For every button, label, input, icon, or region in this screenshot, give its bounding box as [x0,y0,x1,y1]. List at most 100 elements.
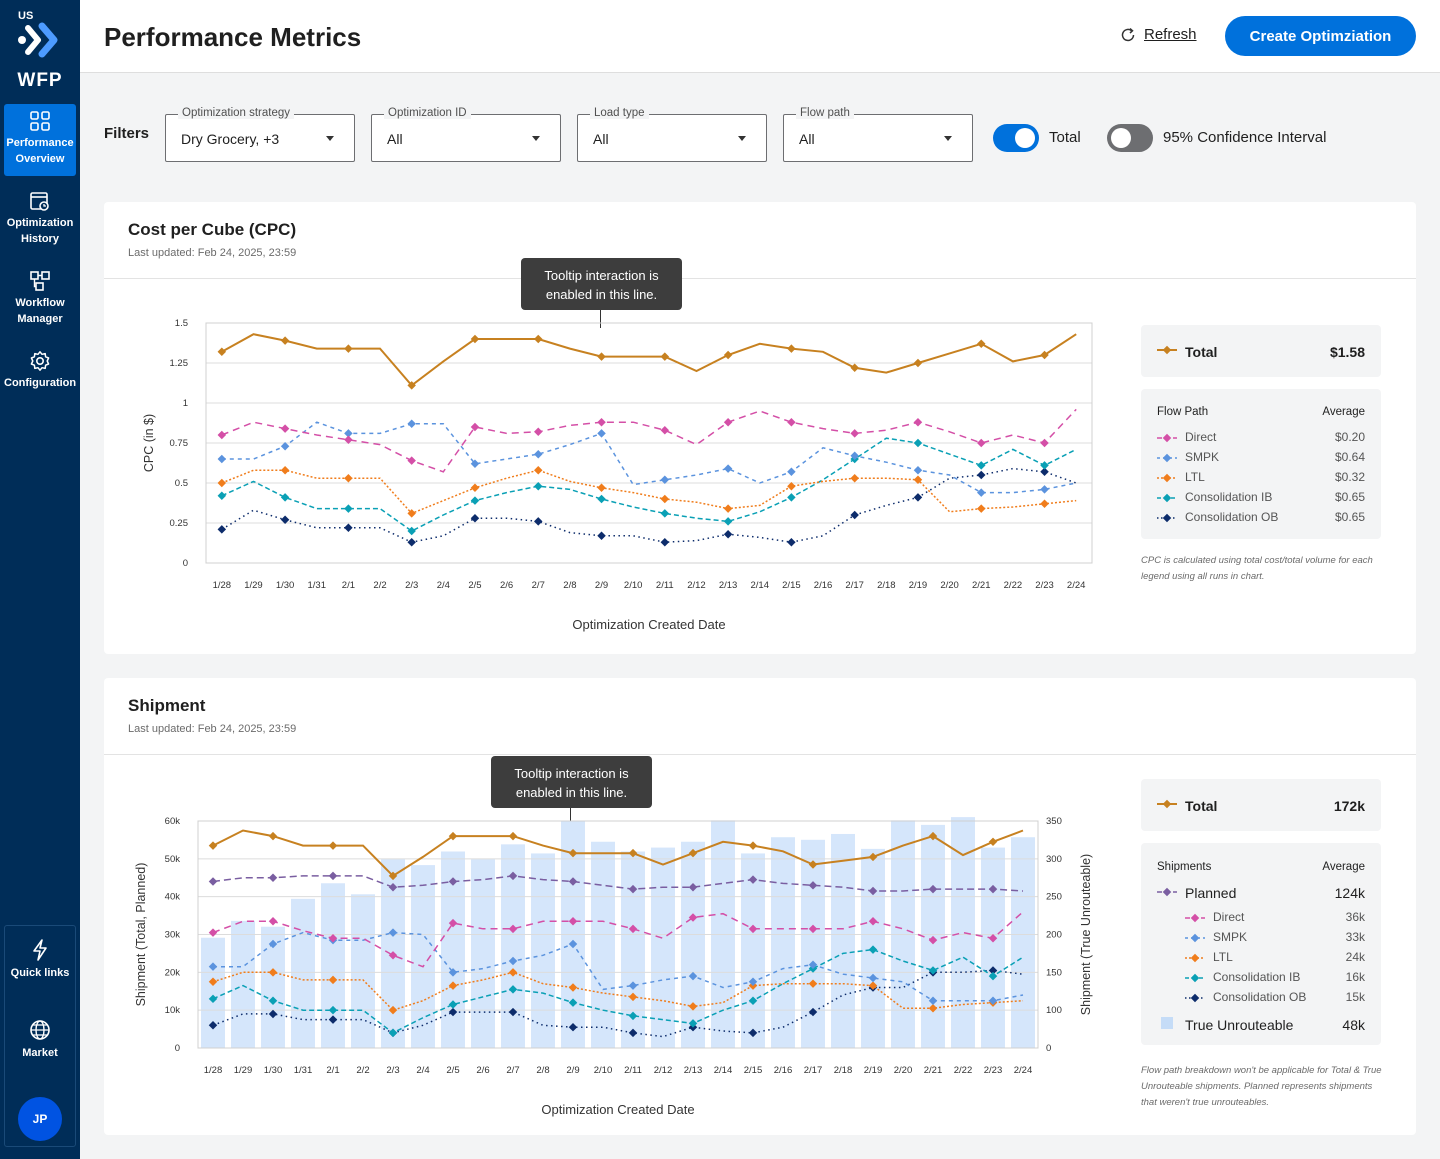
y2-tick-label: 200 [1046,930,1062,941]
data-point-cib [470,496,480,505]
data-point-cob [1040,467,1049,477]
nav-configuration[interactable]: Configuration [4,344,76,416]
x-tick-label: 2/15 [744,1065,763,1076]
legend-row-value: 24k [1345,950,1365,964]
legend-row-value: $0.32 [1334,470,1365,484]
legend-row-value: 15k [1345,990,1365,1004]
nav-quick-links[interactable]: Quick links [4,932,76,1004]
x-tick-label: 2/9 [566,1065,579,1076]
data-point-total [217,347,227,357]
data-point-cob [850,510,859,520]
data-point-total [597,352,606,361]
create-optimization-button[interactable]: Create Optimziation [1225,16,1416,56]
data-point-smpk [470,459,480,469]
data-point-total [508,831,518,841]
data-point-ltl [597,483,606,493]
refresh-link[interactable]: Refresh [1120,26,1197,43]
legend-row-value: $0.65 [1334,510,1365,524]
nav-optimization-history[interactable]: Optimization History [4,184,76,256]
shipment-chart[interactable]: 0 10k 20k 30k 40k 50k 60k 0 100 150 200 250 300 350 1/… [104,678,1134,1135]
legend-average-label: Average [1322,406,1365,418]
user-avatar[interactable]: JP [18,1097,62,1141]
flow-path-select[interactable]: Flow path All [783,107,973,162]
shipment-total-legend[interactable]: Total 172k [1141,779,1381,831]
data-point-direct [850,429,859,438]
shipment-note: Flow path breakdown won't be applicable … [1141,1065,1382,1108]
nav-market[interactable]: Market [4,1012,76,1084]
toggle-knob [1015,128,1035,148]
data-point-cob [508,1007,518,1017]
nav-workflow-manager[interactable]: Workflow Manager [4,264,76,336]
shipment-card: Shipment Last updated: Feb 24, 2025, 23:… [104,678,1416,1135]
nav-performance-overview[interactable]: Performance Overview [4,104,76,176]
y-tick-label: 0.25 [170,518,189,529]
data-point-cib [217,491,227,501]
y-tick-label: 1.5 [175,318,188,329]
x-tick-label: 2/4 [437,580,450,591]
legend-row-label: Consolidation OB [1185,510,1279,524]
data-point-planned [328,871,338,881]
cpc-total-legend[interactable]: Total $1.58 [1141,325,1381,377]
data-point-total [208,841,218,850]
optimization-id-select[interactable]: Optimization ID All [371,107,561,162]
ltl-line-icon [1157,473,1177,483]
series-smpk [208,928,1024,1005]
y2-tick-label: 300 [1046,854,1062,865]
data-point-direct [688,913,698,922]
legend-row-label: Consolidation IB [1185,490,1273,504]
series-cob [208,966,1024,1038]
data-point-total [280,336,290,345]
card-title: Cost per Cube (CPC) [128,220,297,239]
data-point-ltl [808,979,818,988]
y2-tick-label: 100 [1046,1005,1062,1016]
data-point-ltl [913,475,923,485]
data-point-cib [723,517,733,526]
data-point-ltl [688,1002,698,1011]
unrouteable-bar [471,859,495,1048]
card-title: Shipment [128,696,206,715]
data-point-cib [988,971,998,981]
legend-average-label: Average [1322,861,1365,873]
data-point-total [988,837,998,847]
x-tick-label: 2/10 [594,1065,613,1076]
filters-label: Filters [104,125,150,142]
x-tick-label: 2/8 [536,1065,549,1076]
data-point-cob [723,529,733,539]
nav-label: Workflow Manager [15,297,65,325]
confidence-interval-label: 95% Confidence Interval [1163,129,1327,146]
y2-tick-label: 250 [1046,892,1062,903]
series-line-planned [212,875,1024,892]
data-point-cob [328,1015,338,1024]
optimization-strategy-select[interactable]: Optimization strategy Dry Grocery, +3 [165,107,355,162]
x-tick-label: 2/21 [924,1065,943,1076]
page-title: Performance Metrics [104,22,362,52]
total-toggle[interactable] [993,124,1039,152]
x-tick-label: 1/28 [204,1065,223,1076]
select-value: All [593,131,609,147]
data-point-ltl [534,465,543,475]
data-point-cob [988,966,998,975]
load-type-select[interactable]: Load type All [577,107,767,162]
select-label: Flow path [796,107,854,119]
y-tick-label: 10k [165,1005,181,1016]
data-point-total [268,831,278,841]
legend-row-value: 36k [1345,910,1365,924]
x-tick-label: 2/4 [416,1065,429,1076]
x-tick-label: 2/6 [500,580,513,591]
app-name: WFP [17,70,63,91]
region-label: US [18,10,34,22]
data-point-smpk [534,449,543,459]
data-point-total [748,841,758,850]
data-point-ltl [508,968,518,977]
series-direct [217,408,1077,473]
y2-tick-label: 0 [1046,1043,1051,1054]
data-point-smpk [448,968,458,977]
legend-row-label: SMPK [1213,930,1248,944]
nav-label: Market [22,1047,58,1059]
legend-row-value: $0.20 [1334,430,1365,444]
series-line-ltl [221,469,1077,515]
confidence-interval-toggle[interactable] [1107,124,1153,152]
direct-line-icon [1157,433,1177,443]
data-point-ltl [344,473,353,483]
